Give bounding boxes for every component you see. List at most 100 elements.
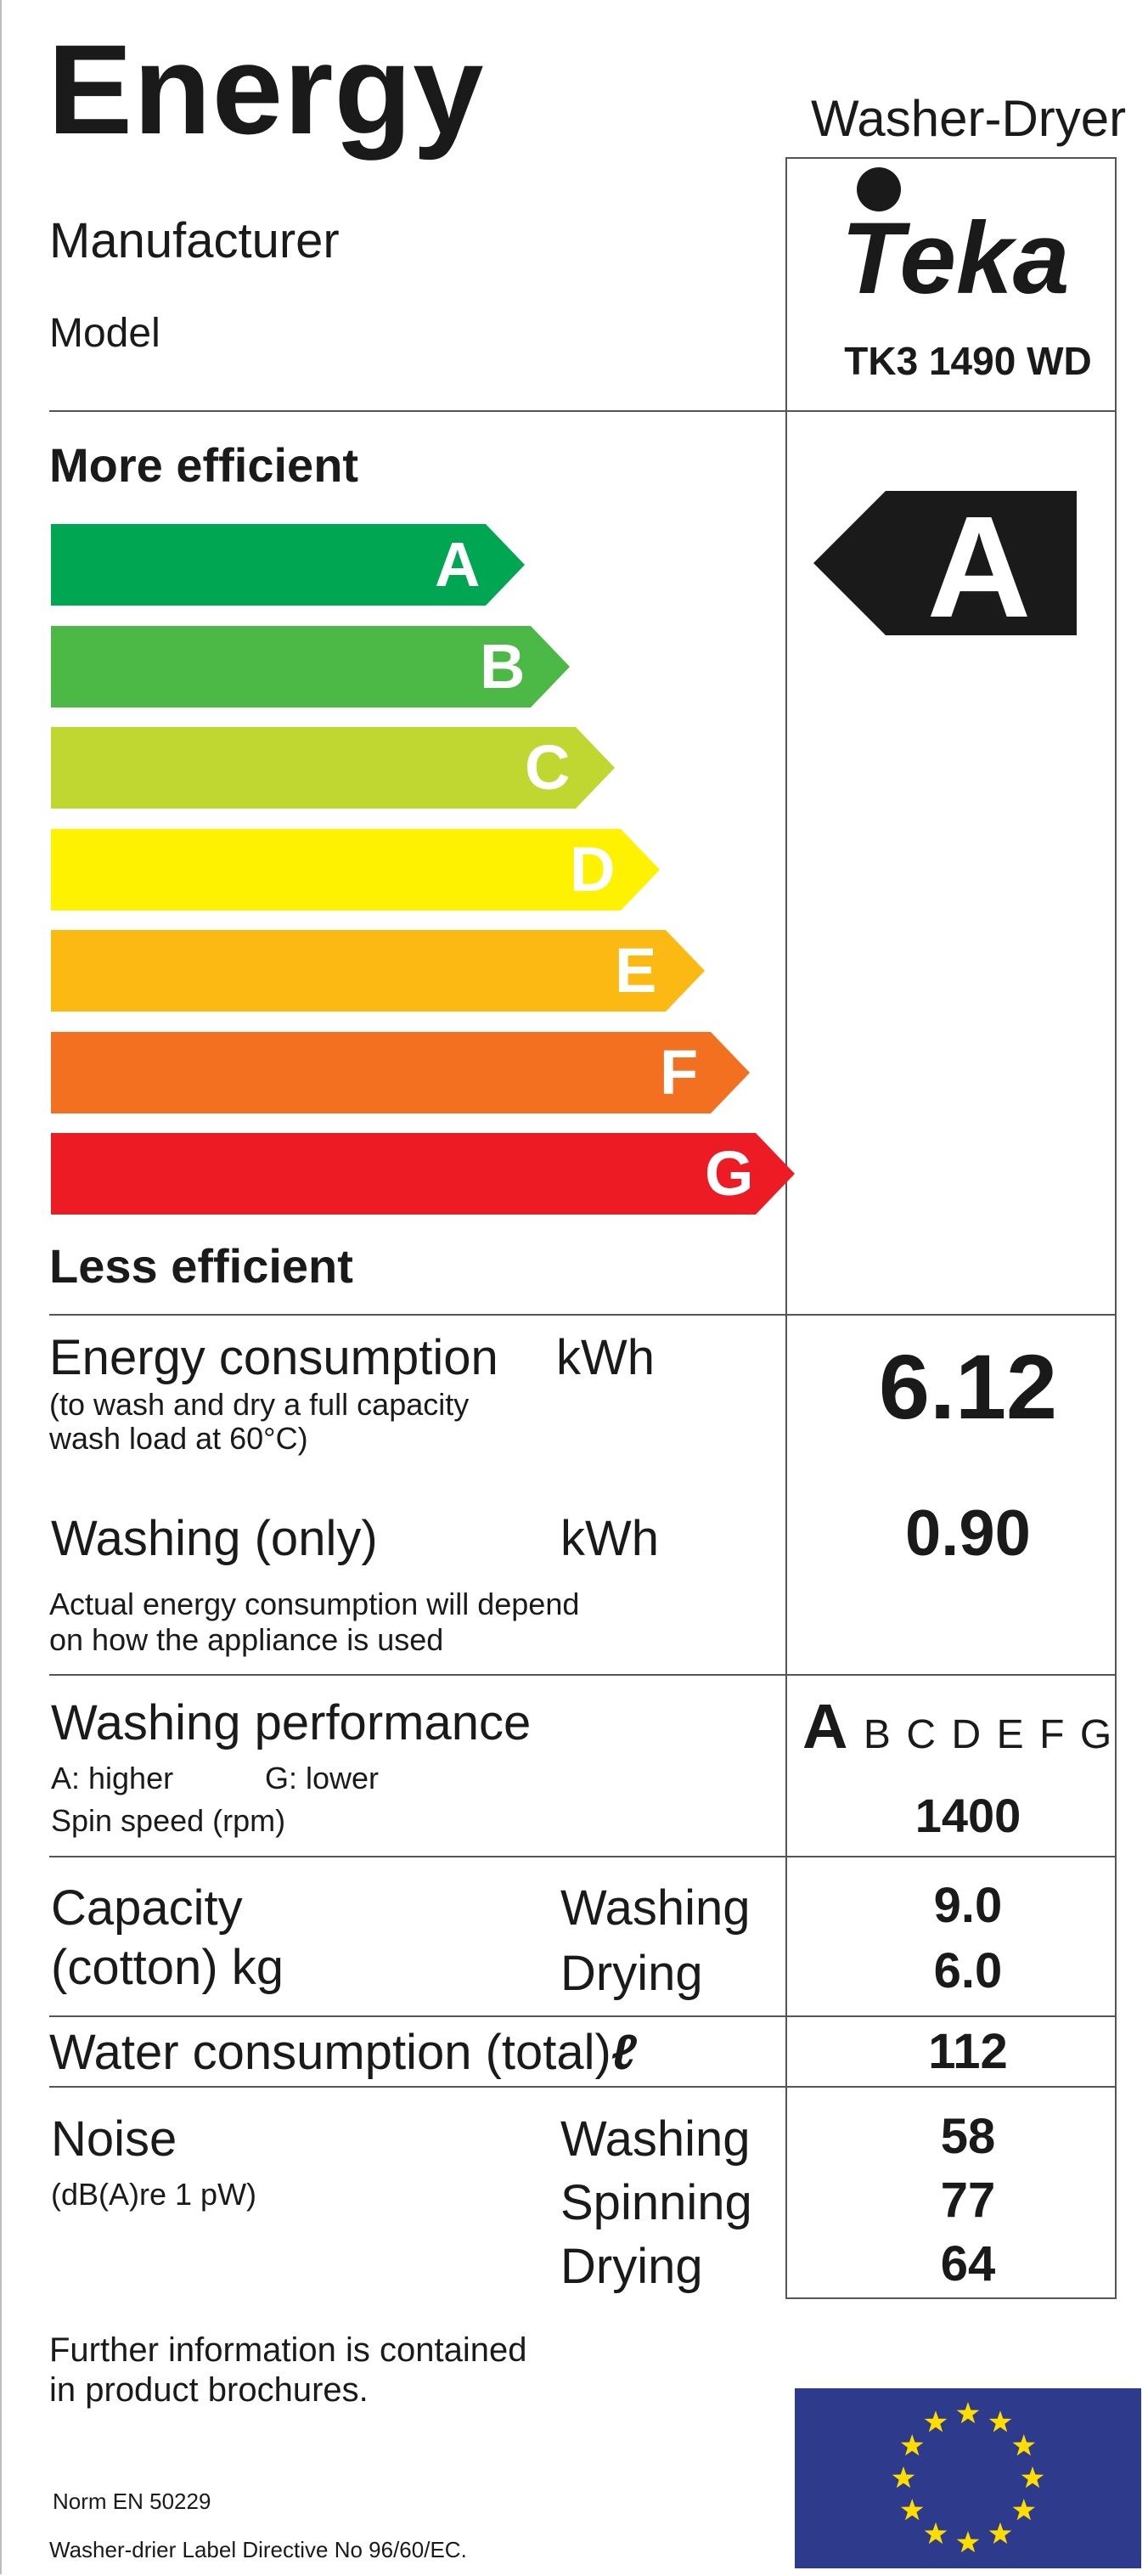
model-name: TK3 1490 WD — [844, 339, 1092, 383]
directive-text: Washer-drier Label Directive No 96/60/EC… — [49, 2537, 467, 2562]
right-box-bottom — [785, 2297, 1117, 2299]
divider-scale — [49, 1314, 1117, 1316]
performance-class-d: D — [951, 1712, 982, 1757]
noise-spinning-value: 77 — [940, 2173, 996, 2228]
energy-note-line1: (to wash and dry a full capacity — [49, 1387, 470, 1422]
spin-speed-value: 1400 — [914, 1789, 1021, 1842]
noise-unit-note: (dB(A)re 1 pW) — [51, 2177, 257, 2212]
noise-washing-value: 58 — [940, 2109, 996, 2164]
rating-arrow: A — [813, 487, 1077, 648]
appliance-type: Washer-Dryer — [811, 90, 1127, 147]
eu-flag — [795, 2388, 1141, 2568]
scale-bar-shape-d — [51, 828, 660, 910]
eu-star-icon — [956, 2531, 980, 2553]
capacity-washing-label: Washing — [560, 1880, 751, 1936]
energy-value: 6.12 — [878, 1335, 1058, 1438]
eu-star-icon — [956, 2402, 980, 2424]
performance-class-g: G — [1079, 1712, 1112, 1757]
scale-bar-d: D — [51, 828, 660, 910]
scale-note-a: A: higher — [51, 1761, 174, 1795]
divider-performance — [49, 1856, 1117, 1857]
scale-bar-shape-e — [51, 930, 705, 1012]
noise-drying-label: Drying — [560, 2239, 703, 2294]
scale-letter-f: F — [660, 1036, 699, 1108]
washing-only-unit: kWh — [560, 1511, 659, 1566]
divider-energy — [49, 1674, 1117, 1676]
scale-bar-f: F — [51, 1031, 750, 1113]
right-box-top — [785, 157, 1117, 159]
noise-drying-value: 64 — [940, 2236, 996, 2291]
washing-only-label: Washing (only) — [51, 1511, 378, 1566]
water-value: 112 — [928, 2024, 1008, 2079]
scale-letter-d: D — [570, 833, 616, 905]
capacity-drying-value: 6.0 — [933, 1943, 1003, 1998]
eu-star-icon — [988, 2522, 1012, 2545]
eu-star-icon — [924, 2522, 948, 2545]
scale-letter-c: C — [525, 732, 571, 803]
brand-logo: Teka — [828, 166, 1083, 315]
eu-star-icon — [1021, 2466, 1044, 2489]
scale-note-g: G: lower — [265, 1761, 380, 1795]
consumption-note-line1: Actual energy consumption will depend — [49, 1587, 580, 1621]
brand-logo-text: Teka — [841, 201, 1069, 306]
scale-bar-e: E — [51, 930, 705, 1012]
right-column-divider — [785, 157, 787, 2297]
energy-consumption-label: Energy consumption — [49, 1330, 498, 1385]
washing-performance-label: Washing performance — [51, 1695, 532, 1750]
water-consumption-row: Water consumption (total)ℓ — [49, 2024, 637, 2081]
scale-bar-g: G — [51, 1133, 795, 1215]
eu-star-icon — [900, 2434, 924, 2456]
spin-speed-label: Spin speed (rpm) — [51, 1803, 286, 1838]
performance-class-f: F — [1039, 1712, 1065, 1757]
performance-class-e: E — [996, 1712, 1024, 1757]
eu-star-icon — [900, 2499, 924, 2521]
scale-letter-a: A — [435, 529, 481, 600]
scale-letter-g: G — [705, 1138, 754, 1209]
washing-only-value: 0.90 — [905, 1497, 1031, 1570]
scale-letter-b: B — [480, 630, 526, 702]
water-unit: ℓ — [611, 2025, 637, 2080]
noise-spinning-label: Spinning — [560, 2175, 752, 2230]
scale-bar-shape-a — [51, 524, 525, 606]
capacity-washing-value: 9.0 — [933, 1878, 1003, 1933]
noise-washing-label: Washing — [560, 2111, 751, 2167]
further-info-line2: in product brochures. — [49, 2371, 369, 2409]
performance-rating: A — [802, 1691, 848, 1761]
noise-label: Noise — [51, 2111, 177, 2167]
further-info-line1: Further information is contained — [49, 2331, 527, 2369]
capacity-label: Capacity — [51, 1880, 243, 1936]
energy-unit: kWh — [556, 1330, 655, 1385]
performance-scale: A B C D E F G — [802, 1690, 1123, 1762]
divider-water — [49, 2086, 1117, 2088]
capacity-unit-label: (cotton) kg — [51, 1940, 284, 1995]
eu-star-icon — [924, 2410, 948, 2432]
right-column-edge — [1115, 157, 1117, 2297]
divider-header — [49, 410, 1117, 412]
scale-bar-b: B — [51, 625, 570, 707]
model-label: Model — [49, 311, 160, 356]
scale-bar-a: A — [51, 524, 525, 606]
divider-capacity — [49, 2015, 1117, 2017]
capacity-drying-label: Drying — [560, 1946, 703, 2001]
scale-letter-e: E — [615, 935, 657, 1006]
scale-bar-shape-b — [51, 625, 570, 707]
eu-star-icon — [892, 2466, 915, 2489]
eu-star-icon — [988, 2410, 1012, 2432]
manufacturer-label: Manufacturer — [49, 213, 340, 268]
performance-class-b: B — [863, 1712, 891, 1757]
eu-star-icon — [1012, 2499, 1036, 2521]
norm-text: Norm EN 50229 — [53, 2489, 211, 2514]
label-title: Energy — [48, 18, 485, 161]
more-efficient-label: More efficient — [49, 438, 359, 492]
energy-note-line2: wash load at 60°C) — [49, 1421, 308, 1456]
scale-bar-c: C — [51, 727, 615, 809]
scale-bar-shape-f — [51, 1031, 750, 1113]
performance-class-c: C — [906, 1712, 937, 1757]
less-efficient-label: Less efficient — [49, 1239, 353, 1293]
scale-bar-shape-g — [51, 1133, 795, 1215]
eu-star-icon — [1012, 2434, 1036, 2456]
consumption-note-line2: on how the appliance is used — [49, 1622, 444, 1657]
rating-letter: A — [927, 491, 1032, 635]
scale-bar-shape-c — [51, 727, 615, 809]
